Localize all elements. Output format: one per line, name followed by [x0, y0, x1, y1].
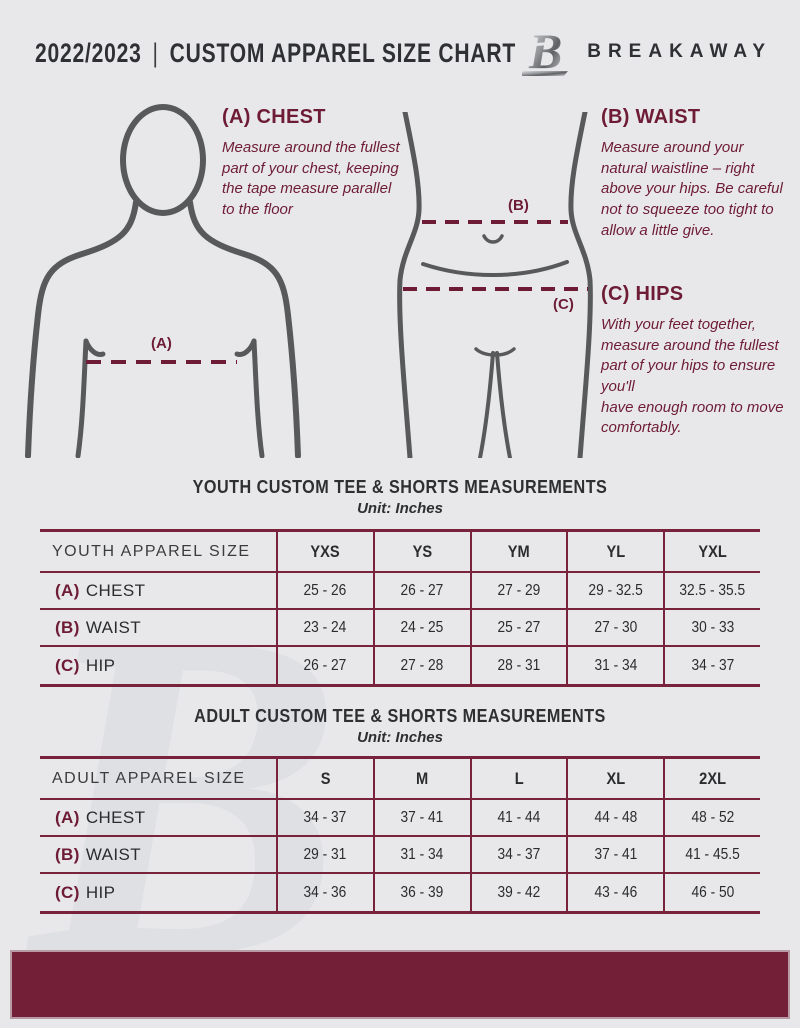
- youth-size-table: YOUTH APPAREL SIZE YXS YS YM YL YXL (A) C…: [40, 529, 760, 687]
- table-cell: 25 - 27: [469, 610, 567, 647]
- chest-guide: (A) CHEST Measure around the fullest par…: [222, 106, 400, 221]
- youth-table-unit: Unit: Inches: [357, 500, 443, 517]
- adult-header-l: L: [469, 759, 567, 800]
- table-cell: 23 - 24: [276, 610, 373, 647]
- chest-heading: (A) CHEST: [222, 106, 326, 128]
- table-cell: 34 - 37: [663, 647, 760, 684]
- adult-table-title: ADULT CUSTOM TEE & SHORTS MEASUREMENTS: [194, 706, 606, 726]
- table-cell: 41 - 44: [469, 800, 567, 837]
- waist-guide: (B) WAIST Measure around your natural wa…: [601, 106, 793, 241]
- table-cell: 27 - 29: [469, 573, 567, 610]
- table-cell: 27 - 30: [566, 610, 664, 647]
- table-cell: 41 - 45.5: [663, 837, 760, 874]
- hips-figure: (B) (C): [397, 112, 593, 458]
- table-cell: 31 - 34: [566, 647, 663, 684]
- youth-row-hip-label: (C) HIP: [55, 655, 116, 675]
- youth-header-ys: YS: [372, 532, 470, 573]
- brand-name: BREAKAWAY: [587, 41, 772, 62]
- brand-watermark-letter: B: [30, 534, 344, 1028]
- table-cell: 25 - 26: [276, 573, 373, 610]
- table-cell: 30 - 33: [663, 610, 760, 647]
- breakaway-logo-icon: B: [522, 24, 569, 79]
- table-cell: 24 - 25: [372, 610, 470, 647]
- table-cell: 31 - 34: [372, 837, 470, 874]
- title-year: 2022/2023: [35, 38, 142, 68]
- torso-figure: (A): [25, 104, 301, 458]
- table-cell: 26 - 27: [372, 573, 470, 610]
- footer-accent-bar: [10, 950, 790, 1019]
- table-cell: 48 - 52: [663, 800, 760, 837]
- table-cell: 46 - 50: [663, 874, 760, 911]
- adult-row-waist-label: (B) WAIST: [40, 837, 276, 874]
- page-header: 2022/2023 | CUSTOM APPAREL SIZE CHART: [35, 38, 652, 69]
- table-cell: 27 - 28: [372, 647, 470, 684]
- title-text: CUSTOM APPAREL SIZE CHART: [169, 38, 517, 68]
- table-cell: 36 - 39: [372, 874, 470, 911]
- table-cell: 43 - 46: [566, 874, 663, 911]
- adult-table-unit: Unit: Inches: [357, 729, 443, 746]
- adult-row-hip-label: (C) HIP: [55, 882, 116, 902]
- adult-size-table: ADULT APPAREL SIZE S M L XL 2XL (A) CHEST…: [40, 756, 760, 914]
- title-divider: |: [152, 38, 159, 68]
- table-cell: 34 - 37: [276, 800, 373, 837]
- youth-row-chest-label: (A) CHEST: [40, 573, 276, 610]
- table-cell: 32.5 - 35.5: [663, 573, 760, 610]
- youth-table-title: YOUTH CUSTOM TEE & SHORTS MEASUREMENTS: [192, 477, 608, 497]
- hips-guide: (C) HIPS With your feet together, measur…: [601, 283, 797, 439]
- table-cell: 29 - 32.5: [566, 573, 664, 610]
- table-cell: 39 - 42: [469, 874, 567, 911]
- table-cell: 44 - 48: [566, 800, 664, 837]
- adult-header-size: ADULT APPAREL SIZE: [40, 759, 276, 800]
- waist-instructions: Measure around your natural waistline – …: [601, 139, 783, 239]
- table-cell: 37 - 41: [372, 800, 470, 837]
- youth-header-yxs: YXS: [276, 532, 373, 573]
- hips-heading: (C) HIPS: [601, 283, 684, 305]
- youth-header-yl: YL: [566, 532, 664, 573]
- youth-header-yxl: YXL: [663, 532, 760, 573]
- page-title: 2022/2023 | CUSTOM APPAREL SIZE CHART: [35, 38, 516, 69]
- table-cell: 37 - 41: [566, 837, 664, 874]
- youth-row-waist-label: (B) WAIST: [40, 610, 276, 647]
- chest-marker-label: (A): [151, 335, 172, 352]
- brand-lockup: B BREAKAWAY: [522, 24, 772, 80]
- adult-header-xl: XL: [566, 759, 664, 800]
- adult-header-2xl: 2XL: [663, 759, 760, 800]
- waist-heading: (B) WAIST: [601, 106, 701, 128]
- hips-marker-label: (C): [553, 296, 574, 313]
- adult-header-s: S: [276, 759, 373, 800]
- table-cell: 26 - 27: [276, 647, 373, 684]
- table-cell: 28 - 31: [469, 647, 567, 684]
- adult-row-chest-label: (A) CHEST: [40, 800, 276, 837]
- chest-instructions: Measure around the fullest part of your …: [222, 139, 400, 219]
- waist-marker-label: (B): [508, 197, 529, 214]
- svg-text:B: B: [528, 24, 562, 79]
- youth-header-ym: YM: [469, 532, 567, 573]
- adult-header-m: M: [372, 759, 470, 800]
- youth-header-size: YOUTH APPAREL SIZE: [40, 532, 276, 573]
- table-cell: 34 - 36: [276, 874, 373, 911]
- table-cell: 29 - 31: [276, 837, 373, 874]
- hips-instructions: With your feet together, measure around …: [601, 316, 784, 437]
- table-cell: 34 - 37: [469, 837, 567, 874]
